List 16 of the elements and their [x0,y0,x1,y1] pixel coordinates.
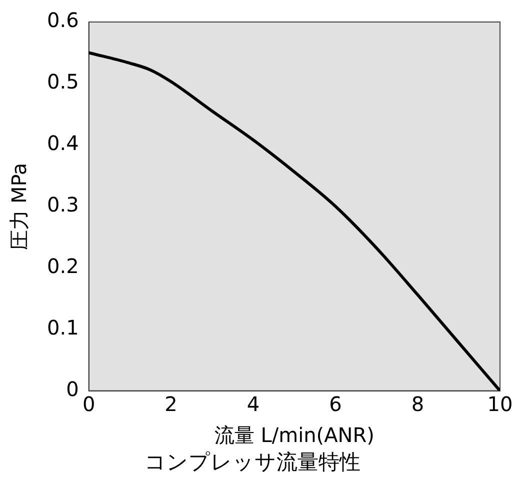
y-tick-label: 0.3 [46,192,79,217]
x-tick-label: 4 [246,392,260,416]
x-tick-label: 0 [82,392,96,416]
x-tick-label: 8 [411,392,424,416]
y-tick-label: 0.4 [46,131,79,156]
x-tick-label: 2 [164,392,178,416]
x-axis-title: 流量 L/min(ANR) [214,423,374,448]
y-tick-label: 0.2 [46,254,79,278]
y-tick-label: 0.6 [46,8,79,32]
y-axis-title: 圧力 MPa [7,162,32,250]
text: コンプレッサ流量特性 [144,450,360,474]
x-tick-label: 10 [487,392,513,416]
y-tick-label: 0 [66,377,79,402]
x-tick-label: 6 [329,392,342,416]
y-tick-label: 0.1 [46,316,79,340]
y-tick-label: 0.5 [46,70,79,94]
